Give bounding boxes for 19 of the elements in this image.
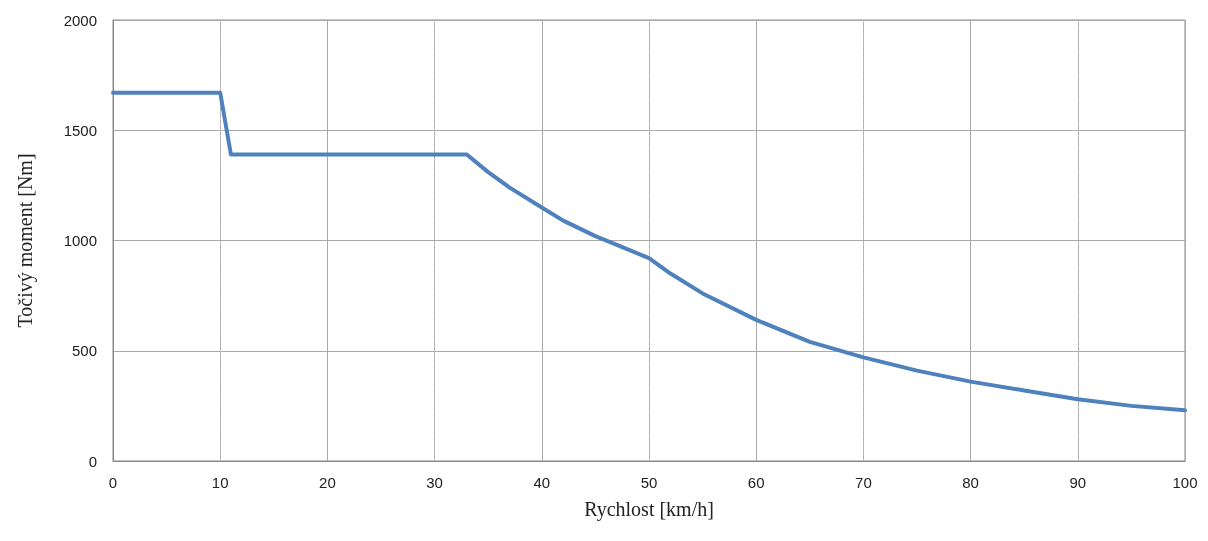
y-tick-label: 0 — [88, 452, 97, 470]
line-series — [111, 90, 1187, 413]
x-tick-label: 90 — [1069, 474, 1087, 491]
y-axis-title: Točivý moment [Nm] — [14, 153, 37, 328]
x-axis-title: Rychlost [km/h] — [584, 498, 714, 521]
x-tick-label: 20 — [319, 474, 336, 491]
x-tick-label: 60 — [747, 474, 765, 491]
x-tick-label: 100 — [1172, 474, 1198, 491]
x-tick-label: 30 — [426, 474, 443, 491]
y-tick-label: 500 — [71, 342, 97, 360]
y-tick-label: 2000 — [63, 11, 97, 29]
y-tick-label: 1000 — [63, 232, 97, 249]
x-tick-label: 50 — [640, 474, 658, 491]
x-tick-label: 40 — [533, 474, 551, 491]
x-tick-label: 10 — [211, 474, 229, 491]
x-tick-label: 80 — [962, 474, 979, 491]
x-tick-label: 70 — [855, 474, 872, 491]
y-tick-label: 1500 — [63, 121, 97, 139]
x-tick-label: 0 — [108, 474, 118, 491]
